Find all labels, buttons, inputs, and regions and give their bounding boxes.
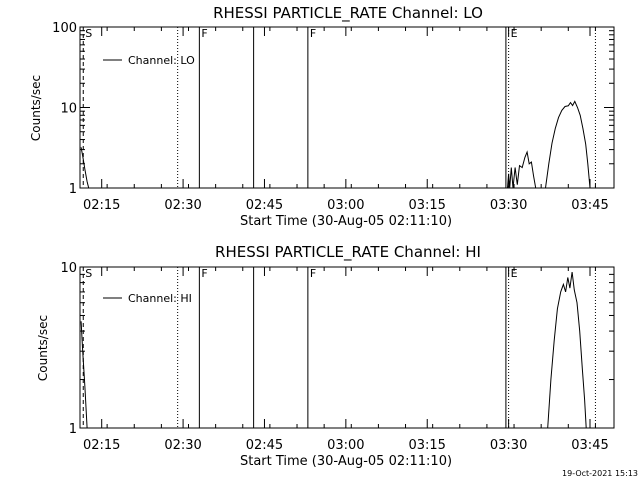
panel-hi-title: RHESSI PARTICLE_RATE Channel: HI (215, 243, 481, 262)
panel-hi-x-tick-label: 03:30 (490, 438, 527, 453)
panel-hi-series-line (547, 272, 587, 429)
panel-hi-x-axis-label: Start Time (30-Aug-05 02:11:10) (240, 454, 452, 469)
panel-hi-frame (79, 266, 615, 429)
panel-hi-series-line (80, 321, 88, 429)
panel-lo-flag-label: S (85, 27, 92, 40)
panel-lo-x-tick-label: 03:00 (327, 198, 364, 213)
panel-hi-x-tick-label: 03:45 (571, 438, 608, 453)
panel-lo-series-line (507, 150, 537, 189)
panel-lo-y-axis-label: Counts/sec (29, 75, 43, 141)
panel-hi-x-tick-label: 02:45 (246, 438, 283, 453)
panel-lo-title: RHESSI PARTICLE_RATE Channel: LO (213, 4, 483, 23)
panel-lo-y-tick-label: 10 (60, 102, 77, 117)
panel-hi-flag-label: F (201, 267, 207, 280)
panel-lo-y-tick-label: 100 (52, 21, 77, 36)
panel-lo-frame (79, 26, 615, 189)
panel-lo-x-tick-label: 03:15 (408, 198, 445, 213)
panel-lo-x-tick-label: 03:45 (571, 198, 608, 213)
panel-lo-flag-label: F (310, 27, 316, 40)
panel-lo-legend-label: Channel: LO (128, 54, 195, 67)
panel-hi-y-tick-label: 1 (69, 422, 77, 437)
panel-lo-flag-label: E (511, 27, 518, 40)
panel-lo-y-ticks: 1 10 100 (52, 21, 614, 197)
panel-hi-x-ticks: 02:15 02:30 02:45 03:00 03:15 03:30 03:45 (79, 267, 609, 453)
panel-hi-y-tick-label: 10 (60, 261, 77, 276)
panel-hi-x-tick-label: 02:15 (83, 438, 120, 453)
panel-lo-x-tick-label: 02:45 (246, 198, 283, 213)
panel-hi-legend-label: Channel: HI (128, 292, 192, 305)
panel-lo-x-axis-label: Start Time (30-Aug-05 02:11:10) (240, 214, 452, 229)
panel-hi-x-tick-label: 02:30 (164, 438, 201, 453)
panel-lo-y-tick-label: 1 (69, 182, 77, 197)
panel-lo-series-line (80, 147, 90, 189)
panel-lo-series-line (545, 100, 591, 189)
panel-hi-flag-label: S (85, 267, 92, 280)
panel-hi-y-ticks: 1 10 (60, 261, 614, 437)
plot-timestamp: 19-Oct-2021 15:13 (562, 469, 638, 478)
panel-hi-flag-label: E (511, 267, 518, 280)
panel-hi-series (80, 272, 587, 429)
panel-lo-x-ticks: 02:15 02:30 02:45 03:00 03:15 03:30 03:45 (79, 27, 609, 213)
panel-hi-x-tick-label: 03:15 (408, 438, 445, 453)
panel-hi-x-tick-label: 03:00 (327, 438, 364, 453)
panel-lo-flag-label: F (201, 27, 207, 40)
panel-lo-series (80, 100, 591, 189)
panel-lo-x-tick-label: 02:15 (83, 198, 120, 213)
panel-lo-x-tick-label: 02:30 (164, 198, 201, 213)
panel-hi-y-axis-label: Counts/sec (36, 315, 50, 381)
panel-hi-flag-label: F (310, 267, 316, 280)
panel-lo-x-tick-label: 03:30 (490, 198, 527, 213)
